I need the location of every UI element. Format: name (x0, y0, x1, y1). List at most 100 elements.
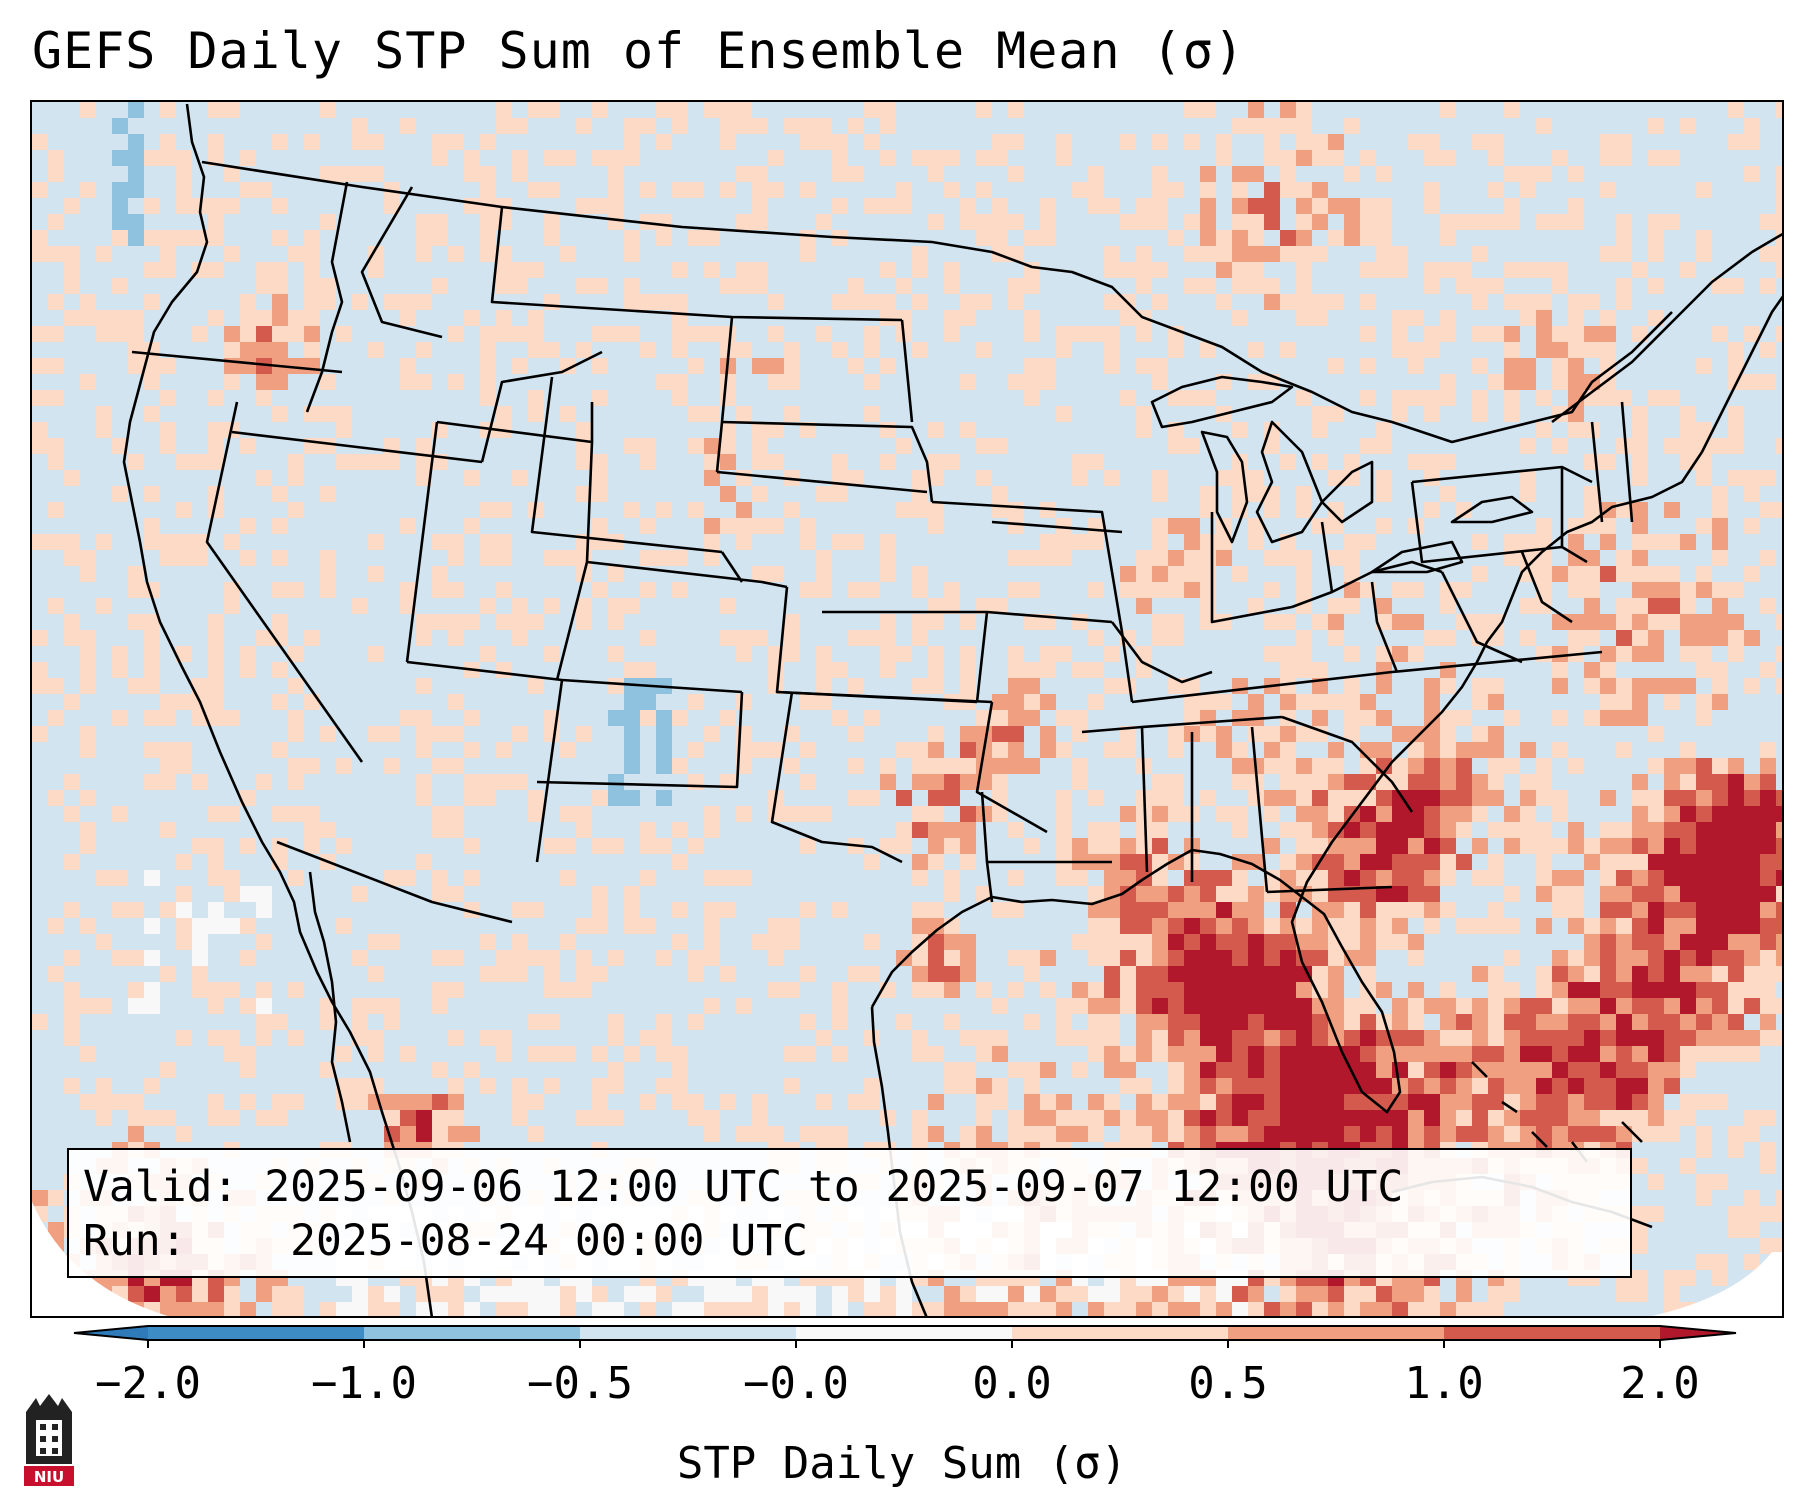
anomaly-cell (1360, 854, 1376, 870)
anomaly-cell (1200, 1030, 1216, 1046)
anomaly-cell (880, 454, 896, 470)
anomaly-cell (1552, 566, 1568, 582)
anomaly-cell (64, 806, 80, 822)
anomaly-cell (976, 598, 992, 614)
anomaly-cell (1136, 982, 1152, 998)
anomaly-cell (1664, 790, 1680, 806)
anomaly-cell (112, 710, 128, 726)
anomaly-cell (512, 1302, 528, 1316)
anomaly-cell (576, 118, 592, 134)
anomaly-cell (1696, 902, 1712, 918)
anomaly-cell (432, 566, 448, 582)
anomaly-cell (1200, 598, 1216, 614)
anomaly-cell (352, 998, 368, 1014)
anomaly-cell (976, 102, 992, 118)
anomaly-cell (1376, 662, 1392, 678)
anomaly-cell (992, 230, 1008, 246)
anomaly-cell (1680, 854, 1696, 870)
anomaly-cell (1712, 502, 1728, 518)
anomaly-cell (1536, 758, 1552, 774)
anomaly-cell (32, 246, 48, 262)
anomaly-cell (384, 1302, 400, 1316)
anomaly-cell (1136, 550, 1152, 566)
anomaly-cell (896, 1286, 912, 1302)
anomaly-cell (1440, 102, 1456, 118)
anomaly-cell (160, 246, 176, 262)
anomaly-cell (1712, 870, 1728, 886)
anomaly-cell (1312, 150, 1328, 166)
anomaly-cell (1344, 870, 1360, 886)
anomaly-cell (272, 1286, 288, 1302)
anomaly-cell (672, 102, 688, 118)
anomaly-cell (1648, 886, 1664, 902)
colorbar-segment (1444, 1326, 1660, 1340)
anomaly-cell (1440, 662, 1456, 678)
anomaly-cell (1088, 182, 1104, 198)
anomaly-cell (816, 118, 832, 134)
anomaly-cell (256, 278, 272, 294)
anomaly-cell (640, 342, 656, 358)
anomaly-cell (1136, 582, 1152, 598)
anomaly-cell (1056, 1126, 1072, 1142)
anomaly-cell (1120, 966, 1136, 982)
anomaly-cell (688, 1302, 704, 1316)
anomaly-cell (848, 534, 864, 550)
anomaly-cell (128, 614, 144, 630)
anomaly-cell (1504, 374, 1520, 390)
anomaly-cell (1280, 726, 1296, 742)
anomaly-cell (1600, 918, 1616, 934)
anomaly-cell (1200, 534, 1216, 550)
anomaly-cell (1536, 118, 1552, 134)
anomaly-cell (736, 806, 752, 822)
anomaly-cell (560, 246, 576, 262)
anomaly-cell (1232, 758, 1248, 774)
anomaly-cell (1440, 982, 1456, 998)
colorbar-segment (796, 1326, 1012, 1340)
anomaly-cell (1456, 1094, 1472, 1110)
anomaly-cell (1776, 438, 1782, 454)
anomaly-cell (1024, 310, 1040, 326)
anomaly-cell (576, 918, 592, 934)
anomaly-cell (1216, 886, 1232, 902)
anomaly-cell (240, 294, 256, 310)
anomaly-cell (128, 582, 144, 598)
anomaly-cell (1632, 1206, 1648, 1222)
anomaly-cell (1264, 646, 1280, 662)
anomaly-cell (1776, 1030, 1782, 1046)
anomaly-cell (1584, 1062, 1600, 1078)
anomaly-cell (1632, 1014, 1648, 1030)
anomaly-cell (704, 438, 720, 454)
colorbar-tick-label: 0.0 (972, 1358, 1051, 1409)
anomaly-cell (1744, 918, 1760, 934)
anomaly-cell (1456, 502, 1472, 518)
anomaly-cell (480, 550, 496, 566)
anomaly-cell (1152, 1110, 1168, 1126)
anomaly-cell (912, 934, 928, 950)
canada-us-border (201, 160, 1673, 444)
anomaly-cell (1344, 790, 1360, 806)
anomaly-cell (1472, 774, 1488, 790)
anomaly-cell (800, 246, 816, 262)
anomaly-cell (288, 502, 304, 518)
anomaly-cell (384, 934, 400, 950)
anomaly-cell (1584, 598, 1600, 614)
anomaly-cell (48, 598, 64, 614)
anomaly-cell (512, 470, 528, 486)
great-lakes (1150, 375, 1294, 429)
anomaly-cell (912, 1046, 928, 1062)
anomaly-cell (96, 934, 112, 950)
anomaly-cell (1136, 246, 1152, 262)
anomaly-cell (1472, 278, 1488, 294)
anomaly-cell (912, 854, 928, 870)
anomaly-cell (1216, 982, 1232, 998)
anomaly-cell (1248, 486, 1264, 502)
anomaly-cell (1552, 1014, 1568, 1030)
anomaly-cell (1088, 934, 1104, 950)
anomaly-cell (1216, 1126, 1232, 1142)
anomaly-cell (64, 630, 80, 646)
anomaly-cell (1696, 1014, 1712, 1030)
anomaly-cell (1552, 1126, 1568, 1142)
anomaly-cell (1776, 886, 1782, 902)
anomaly-cell (320, 278, 336, 294)
anomaly-cell (1168, 726, 1184, 742)
